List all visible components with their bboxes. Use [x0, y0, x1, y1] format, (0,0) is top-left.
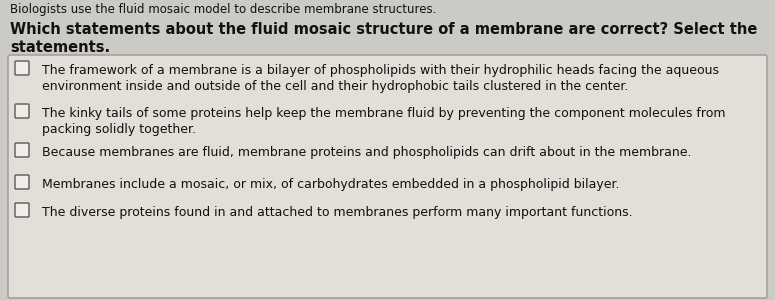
FancyBboxPatch shape: [15, 61, 29, 75]
FancyBboxPatch shape: [8, 55, 767, 298]
FancyBboxPatch shape: [15, 104, 29, 118]
FancyBboxPatch shape: [15, 175, 29, 189]
Text: Membranes include a mosaic, or mix, of carbohydrates embedded in a phospholipid : Membranes include a mosaic, or mix, of c…: [42, 178, 619, 191]
Text: Biologists use the fluid mosaic model to describe membrane structures.: Biologists use the fluid mosaic model to…: [10, 3, 436, 16]
Text: Which statements about the fluid mosaic structure of a membrane are correct? Sel: Which statements about the fluid mosaic …: [10, 22, 763, 37]
Text: The kinky tails of some proteins help keep the membrane fluid by preventing the : The kinky tails of some proteins help ke…: [42, 107, 725, 136]
Text: The diverse proteins found in and attached to membranes perform many important f: The diverse proteins found in and attach…: [42, 206, 632, 219]
FancyBboxPatch shape: [15, 143, 29, 157]
FancyBboxPatch shape: [15, 203, 29, 217]
Text: Because membranes are fluid, membrane proteins and phospholipids can drift about: Because membranes are fluid, membrane pr…: [42, 146, 691, 159]
Text: statements.: statements.: [10, 40, 110, 55]
Text: The framework of a membrane is a bilayer of phospholipids with their hydrophilic: The framework of a membrane is a bilayer…: [42, 64, 719, 93]
Text: Which statements about the fluid mosaic structure of a membrane are correct? Sel: Which statements about the fluid mosaic …: [10, 22, 763, 37]
